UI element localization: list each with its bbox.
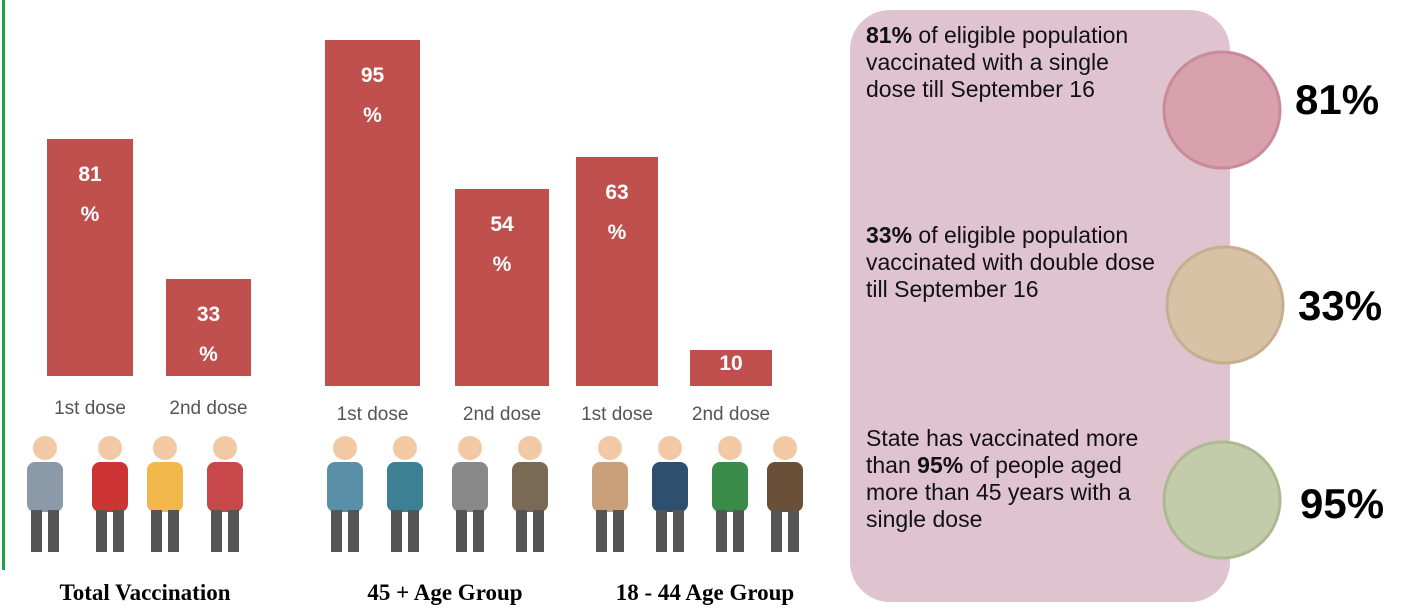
figure-part (393, 436, 417, 460)
figure-part (228, 510, 239, 552)
figure-part (773, 436, 797, 460)
figure-part (96, 510, 107, 552)
virus-icon (1164, 442, 1280, 558)
statement-highlight: 33% (866, 222, 912, 248)
virus-icon (1167, 247, 1283, 363)
statement: 33% of eligible population vaccinated wi… (866, 222, 1156, 303)
statement: State has vaccinated more than 95% of pe… (866, 425, 1156, 533)
figure-part (598, 436, 622, 460)
figure-part (733, 510, 744, 552)
category-label: 1st dose (313, 404, 433, 426)
figure-part (153, 436, 177, 460)
figure-part (712, 462, 748, 512)
figure-part (387, 462, 423, 512)
big-percentage: 33% (1298, 282, 1382, 330)
figure-part (408, 510, 419, 552)
figure-part (613, 510, 624, 552)
figure-part (327, 462, 363, 512)
figure-part (92, 462, 128, 512)
category-label: 1st dose (30, 398, 150, 420)
big-percentage: 81% (1295, 76, 1379, 124)
figure-part (533, 510, 544, 552)
figure-part (147, 462, 183, 512)
figure-part (596, 510, 607, 552)
figure-part (592, 462, 628, 512)
category-label: 2nd dose (442, 404, 562, 426)
figure-part (652, 462, 688, 512)
category-label: 1st dose (557, 404, 677, 426)
bar-value-label: 54 % (482, 205, 522, 285)
figure-part (452, 462, 488, 512)
figure-part (333, 436, 357, 460)
figure-part (458, 436, 482, 460)
statement-highlight: 81% (866, 22, 912, 48)
figure-part (168, 510, 179, 552)
figure-part (391, 510, 402, 552)
figure-part (151, 510, 162, 552)
figure-part (673, 510, 684, 552)
figure-part (658, 436, 682, 460)
figure-part (211, 510, 222, 552)
side-rule (2, 0, 5, 570)
figure-part (213, 436, 237, 460)
figure-part (716, 510, 727, 552)
figure-part (98, 436, 122, 460)
big-percentage: 95% (1300, 480, 1384, 528)
figure-part (348, 510, 359, 552)
figure-part (27, 462, 63, 512)
figure-part (456, 510, 467, 552)
figure-part (771, 510, 782, 552)
figure-part (788, 510, 799, 552)
figure-part (473, 510, 484, 552)
statement-highlight: 95% (917, 452, 963, 478)
category-label: 2nd dose (671, 404, 791, 426)
virus-icon (1164, 52, 1280, 168)
figure-part (331, 510, 342, 552)
figure-part (767, 462, 803, 512)
people-illustrations (27, 436, 803, 552)
chart-title: Total Vaccination (15, 580, 275, 606)
figure-part (48, 510, 59, 552)
infographic: 81 % 1st dose 33 % 2nd dose Total Vaccinatio… (0, 0, 1406, 612)
bar-value-label: 63 % (597, 173, 637, 253)
bar-value-label: 81 % (70, 155, 110, 235)
figure-part (718, 436, 742, 460)
bar-value-label: 95 % (353, 56, 393, 136)
figure-part (31, 510, 42, 552)
figure-part (207, 462, 243, 512)
bar-value-label: 33 % (189, 295, 229, 375)
chart-title: 18 - 44 Age Group (575, 580, 835, 606)
bar-value-label: 10 (711, 344, 751, 384)
figure-part (33, 436, 57, 460)
figure-part (518, 436, 542, 460)
category-label: 2nd dose (149, 398, 269, 420)
chart-title: 45 + Age Group (315, 580, 575, 606)
statement: 81% of eligible population vaccinated wi… (866, 22, 1156, 103)
figure-part (512, 462, 548, 512)
figure-part (656, 510, 667, 552)
figure-part (516, 510, 527, 552)
figure-part (113, 510, 124, 552)
